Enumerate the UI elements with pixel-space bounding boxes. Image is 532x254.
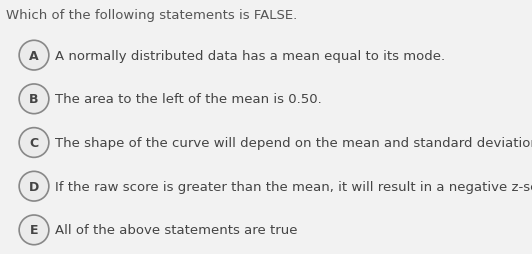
- Text: A normally distributed data has a mean equal to its mode.: A normally distributed data has a mean e…: [55, 50, 445, 62]
- Ellipse shape: [19, 85, 49, 114]
- Text: All of the above statements are true: All of the above statements are true: [55, 224, 297, 236]
- Text: C: C: [29, 136, 38, 149]
- Text: The shape of the curve will depend on the mean and standard deviation.: The shape of the curve will depend on th…: [55, 136, 532, 149]
- Text: B: B: [29, 93, 39, 106]
- Ellipse shape: [19, 128, 49, 158]
- Ellipse shape: [19, 172, 49, 201]
- Text: If the raw score is greater than the mean, it will result in a negative z-score.: If the raw score is greater than the mea…: [55, 180, 532, 193]
- Text: Which of the following statements is FALSE.: Which of the following statements is FAL…: [6, 9, 297, 22]
- Text: The area to the left of the mean is 0.50.: The area to the left of the mean is 0.50…: [55, 93, 322, 106]
- Ellipse shape: [19, 215, 49, 245]
- Text: E: E: [30, 224, 38, 236]
- Text: A: A: [29, 50, 39, 62]
- Ellipse shape: [19, 41, 49, 71]
- Text: D: D: [29, 180, 39, 193]
